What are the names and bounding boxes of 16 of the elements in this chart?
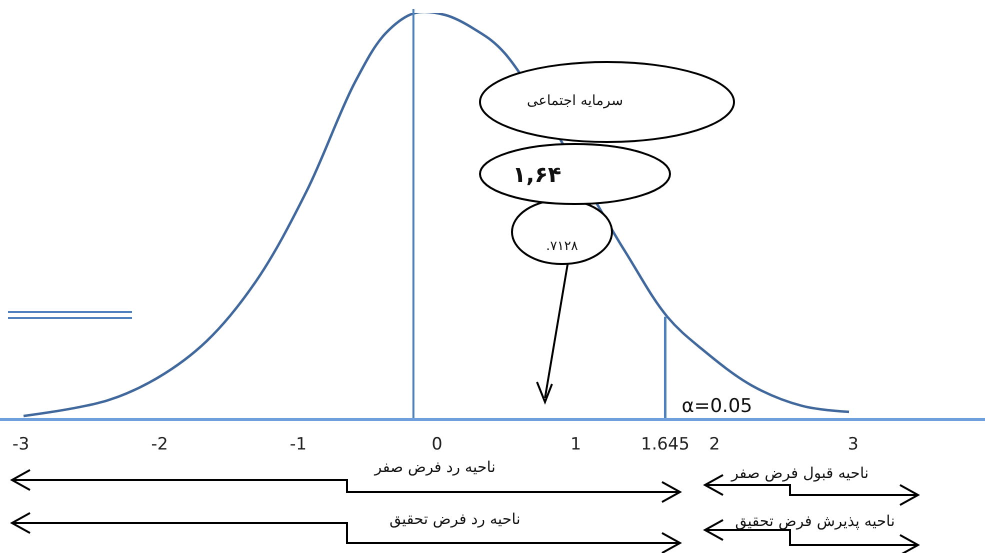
annotation: سرمایه اجتماعی (526, 93, 624, 109)
x-tick-label: -1 (290, 434, 307, 454)
x-tick-label: 2 (709, 434, 720, 454)
annotation: ۱,۶۴ (512, 163, 562, 188)
x-tick-label: 1 (570, 434, 582, 454)
annotation: α=0.05 (682, 395, 752, 417)
x-tick-label: 1.645 (640, 434, 690, 454)
text: ناحیه پذیرش فرض تحقیق (735, 512, 895, 530)
text: ناحیه قبول فرض صفر (730, 464, 869, 482)
x-tick-label: 0 (432, 434, 442, 454)
text: ناحیه رد فرض تحقیق (390, 510, 520, 528)
annotation: .۷۱۲۸ (546, 239, 578, 254)
x-tick-label: -3 (12, 434, 30, 454)
x-tick-label: -2 (151, 434, 168, 454)
text: ناحیه رد فرض صفر (374, 458, 496, 476)
x-tick-label: 3 (848, 434, 859, 454)
